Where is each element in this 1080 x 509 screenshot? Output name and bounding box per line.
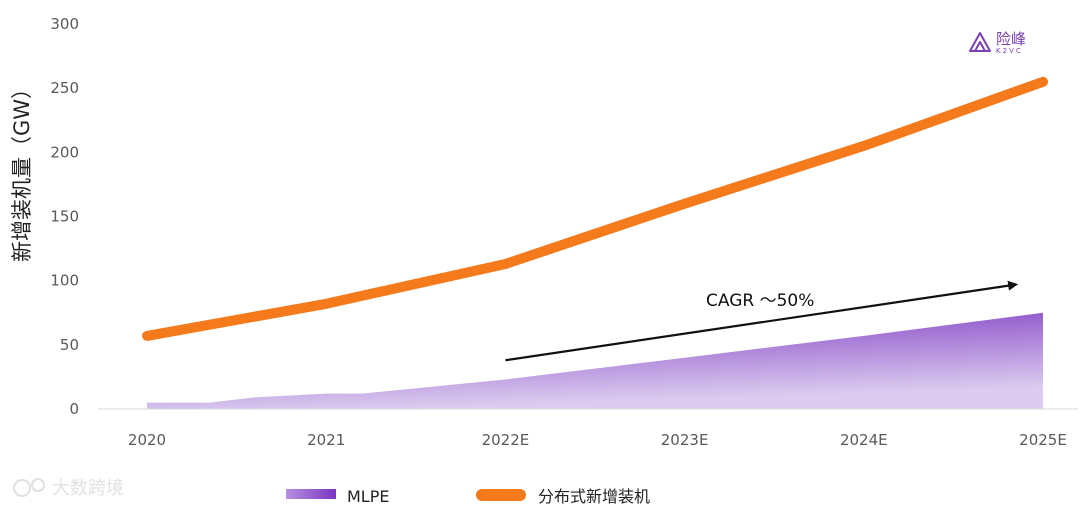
y-tick-label: 250 xyxy=(50,79,79,97)
y-tick-label: 100 xyxy=(50,272,79,290)
y-tick-labels: 0 50 100 150 200 250 300 xyxy=(50,15,79,418)
cagr-annotation: CAGR ～50% xyxy=(706,291,814,311)
mlpe-area xyxy=(147,312,1043,409)
y-tick-label: 300 xyxy=(50,15,79,33)
y-tick-label: 200 xyxy=(50,143,79,161)
y-tick-label: 0 xyxy=(69,400,79,418)
x-tick-label: 2023E xyxy=(661,431,709,449)
watermark-text: 大数跨境 xyxy=(52,478,124,499)
x-tick-label: 2022E xyxy=(482,431,530,449)
logo-sub: K2VC xyxy=(996,47,1023,55)
legend-label-mlpe: MLPE xyxy=(347,487,389,506)
logo-mountain-icon xyxy=(969,32,991,52)
x-tick-label: 2024E xyxy=(840,431,888,449)
cagr-arrow xyxy=(505,280,1019,362)
legend-label-distributed: 分布式新增装机 xyxy=(538,487,650,506)
x-tick-label: 2021 xyxy=(307,431,345,449)
y-tick-label: 50 xyxy=(60,336,79,354)
legend: MLPE 分布式新增装机 xyxy=(286,487,650,506)
x-tick-labels: 2020 2021 2022E 2023E 2024E 2025E xyxy=(128,431,1067,449)
watermark-icon xyxy=(13,478,45,497)
legend-swatch-mlpe xyxy=(286,489,336,499)
y-tick-label: 150 xyxy=(50,208,79,226)
x-tick-label: 2025E xyxy=(1019,431,1067,449)
x-tick-label: 2020 xyxy=(128,431,166,449)
legend-item-distributed: 分布式新增装机 xyxy=(476,487,650,506)
legend-item-mlpe: MLPE xyxy=(286,487,389,506)
watermark: 大数跨境 xyxy=(13,478,124,499)
logo-name: 险峰 xyxy=(996,30,1026,48)
y-axis-label: 新增装机量（GW） xyxy=(10,78,34,262)
logo: 险峰 K2VC xyxy=(969,30,1026,55)
distributed-line xyxy=(142,76,1048,341)
